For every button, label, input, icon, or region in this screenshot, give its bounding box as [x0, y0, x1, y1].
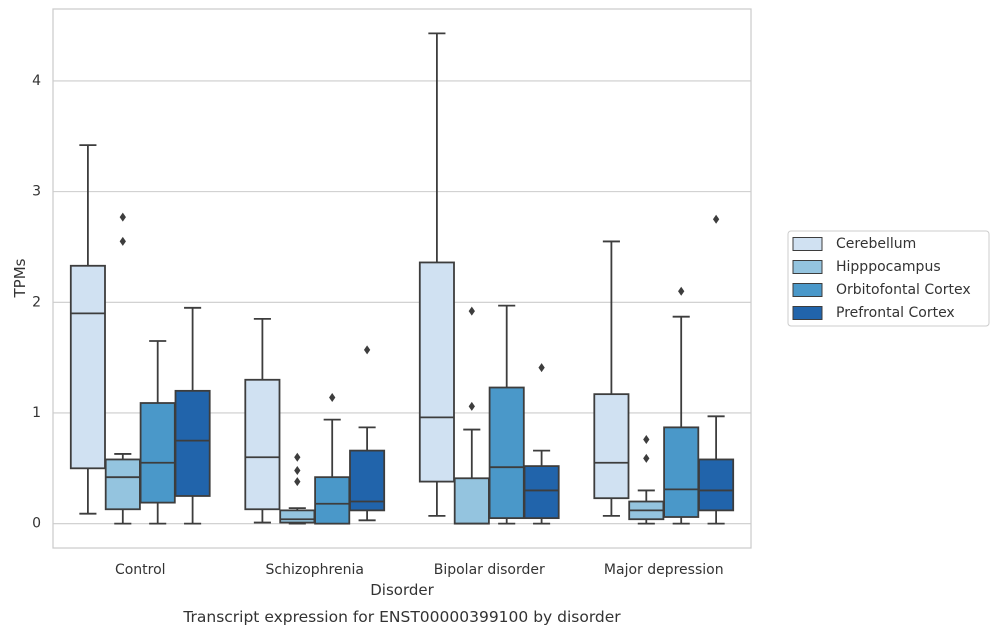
box-orbitofontal-cortex	[488, 304, 525, 525]
x-tick-label: Major depression	[604, 562, 724, 578]
x-tick-label: Schizophrenia	[266, 562, 364, 578]
x-tick-label: Control	[115, 562, 166, 578]
outlier-point	[643, 435, 650, 445]
outlier-point	[643, 453, 650, 463]
box-iqr	[523, 465, 560, 520]
x-axis-title: Disorder	[370, 581, 434, 599]
x-axis-ticks: Control Schizophrenia Bipolar disorder Majo…	[115, 562, 724, 578]
box-iqr	[488, 386, 525, 520]
y-tick-label: 3	[32, 184, 41, 200]
outlier-point	[468, 401, 475, 411]
box-prefrontal-cortex	[523, 363, 560, 525]
legend-label: Prefrontal Cortex	[836, 305, 955, 321]
box-prefrontal-cortex	[698, 214, 735, 525]
box-orbitofontal-cortex	[314, 392, 351, 525]
y-axis-ticks: 0 1 2 3 4	[32, 73, 41, 532]
y-tick-label: 4	[32, 73, 41, 89]
box-iqr	[69, 264, 106, 470]
outlier-point	[363, 345, 371, 355]
legend-swatch	[792, 237, 823, 251]
box-iqr	[663, 426, 700, 518]
box-iqr	[139, 402, 176, 504]
box-iqr	[698, 458, 735, 512]
box-cerebellum	[69, 144, 106, 515]
outlier-point	[294, 466, 301, 476]
box-iqr	[174, 389, 211, 497]
outlier-point	[468, 306, 475, 316]
outlier-point	[538, 363, 545, 373]
box-iqr	[104, 458, 141, 511]
outlier-point	[119, 212, 126, 222]
outlier-point	[294, 477, 301, 487]
outlier-point	[294, 452, 301, 462]
outlier-point	[678, 286, 685, 296]
box-iqr	[418, 261, 455, 483]
legend: Cerebellum Hipppocampus Orbitofontal Corte…	[787, 230, 990, 327]
outlier-point	[119, 236, 126, 246]
outlier-point	[329, 392, 336, 402]
legend-swatch	[792, 283, 823, 297]
x-tick-label: Bipolar disorder	[434, 562, 545, 578]
legend-frame	[787, 230, 990, 327]
box-cerebellum	[244, 317, 281, 524]
box-orbitofontal-cortex	[139, 340, 176, 525]
box-iqr	[349, 449, 386, 512]
y-tick-label: 0	[32, 516, 41, 532]
boxes	[69, 32, 735, 525]
box-prefrontal-cortex	[174, 306, 211, 525]
chart-caption: Transcript expression for ENST0000039910…	[182, 608, 621, 626]
box-iqr	[244, 378, 281, 511]
outlier-point	[712, 214, 720, 224]
box-iqr	[453, 477, 490, 525]
y-tick-label: 2	[32, 294, 41, 310]
legend-label: Hipppocampus	[836, 259, 941, 275]
y-axis-title: TPMs	[11, 258, 29, 298]
box-hipppocampus	[453, 306, 490, 525]
box-iqr	[593, 393, 630, 500]
box-iqr	[279, 509, 316, 524]
box-hipppocampus	[628, 435, 665, 525]
legend-label: Cerebellum	[836, 236, 916, 252]
box-prefrontal-cortex	[349, 345, 386, 522]
legend-swatch	[792, 306, 823, 320]
legend-label: Orbitofontal Cortex	[836, 282, 971, 298]
box-cerebellum	[593, 240, 630, 517]
y-tick-label: 1	[32, 405, 41, 421]
legend-swatch	[792, 260, 823, 274]
box-cerebellum	[418, 32, 455, 517]
box-iqr	[314, 476, 351, 525]
